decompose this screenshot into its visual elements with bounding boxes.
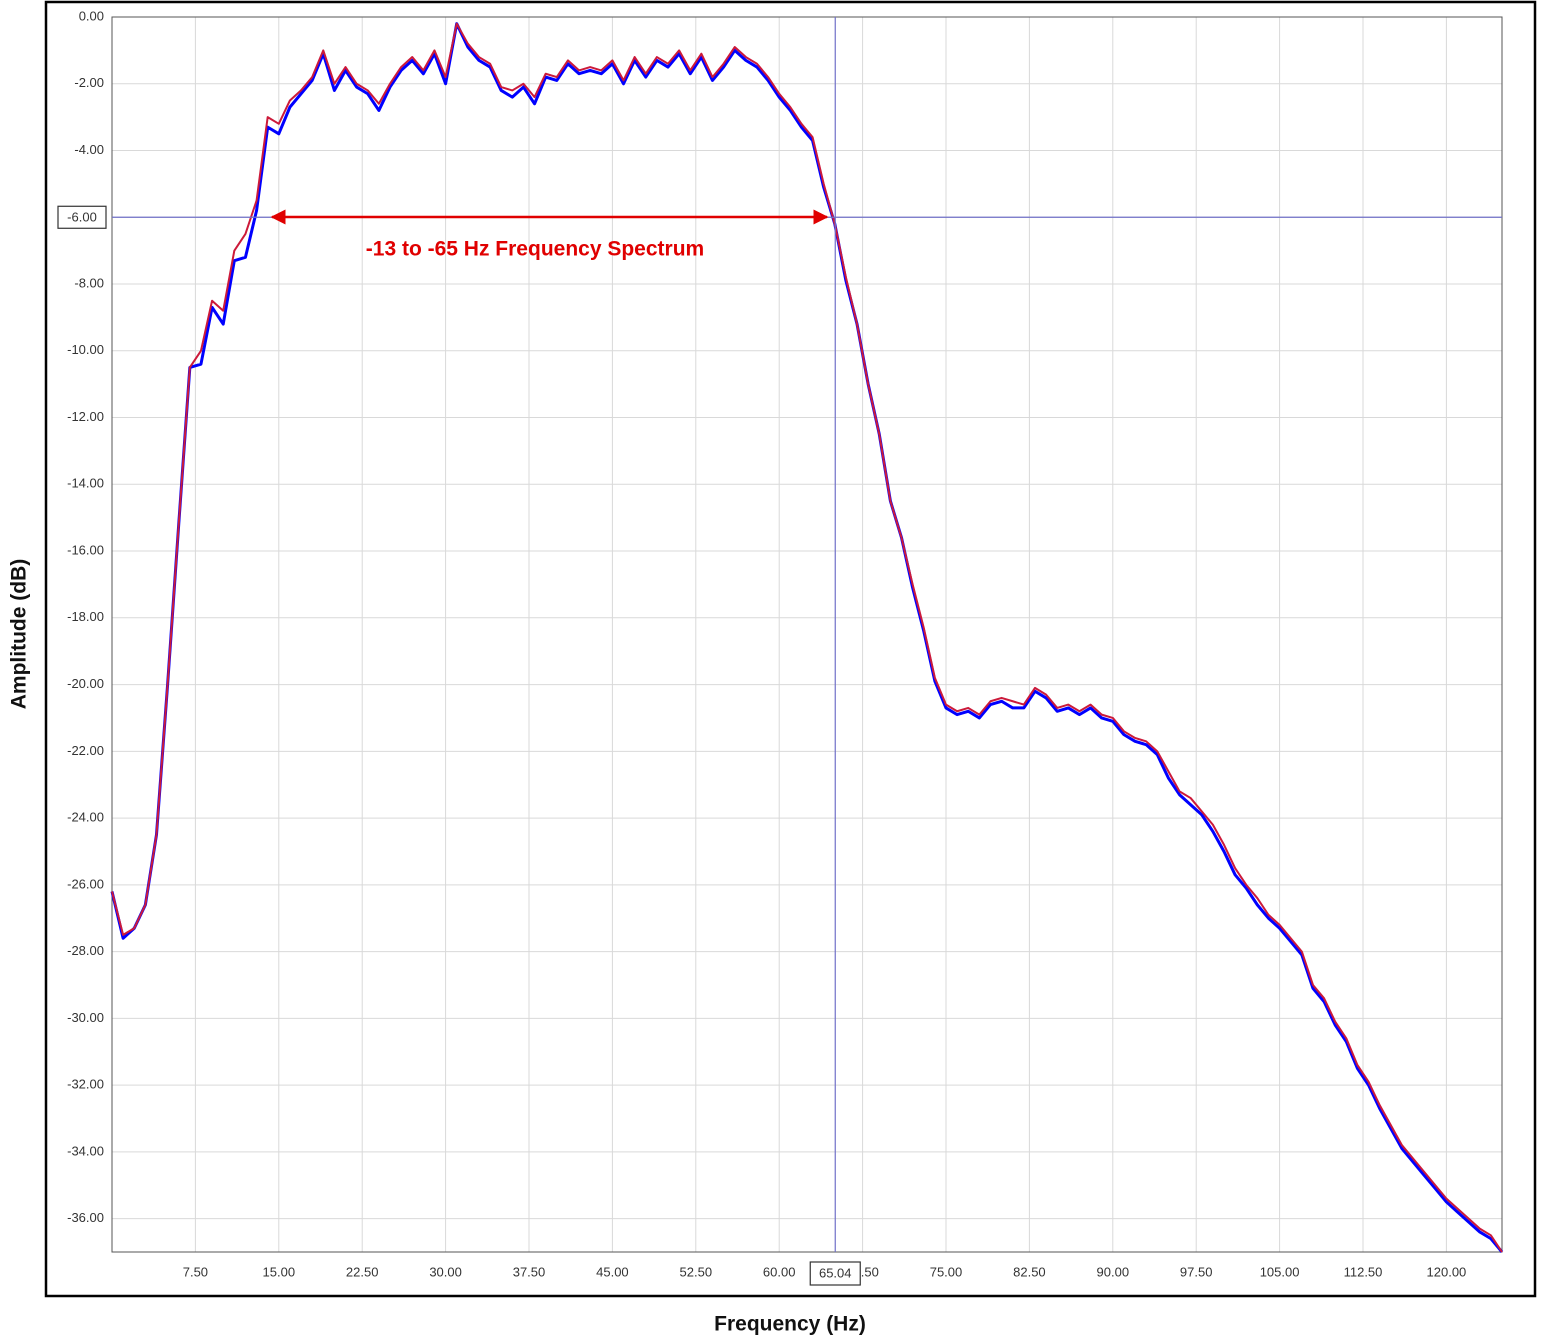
y-tick-label: -22.00 [67,743,104,758]
x-tick-label: 112.50 [1344,1264,1383,1279]
y-tick-label: -34.00 [67,1143,104,1158]
x-axis-label: Frequency (Hz) [714,1313,866,1336]
y-tick-label: -30.00 [67,1010,104,1025]
cursor-box [809,1261,861,1286]
frame [44,0,1537,1298]
x-tick-label: 45.00 [596,1264,629,1279]
y-tick-label: -12.00 [67,409,104,424]
y-tick-label: -36.00 [67,1210,104,1225]
y-tick-label: -20.00 [67,676,104,691]
x-tick-label: 105.00 [1260,1264,1300,1279]
annotation: -13 to -65 Hz Frequency Spectrum [366,238,704,261]
y-tick-label: -4.00 [74,142,104,157]
y-tick-label: -16.00 [67,542,104,557]
y-tick-label: 0.00 [79,8,104,23]
x-tick-label: 90.00 [1097,1264,1130,1279]
cursor-x-label: 65.04 [819,1265,852,1280]
x-tick-label: 75.00 [930,1264,963,1279]
y-tick-label: -2.00 [74,75,104,90]
x-tick-label: 30.00 [429,1264,462,1279]
y-tick-label: -28.00 [67,943,104,958]
x-tick-label: 60.00 [763,1264,796,1279]
y-tick-label: -32.00 [67,1077,104,1092]
y-tick-label: -10.00 [67,342,104,357]
y-tick-label: -14.00 [67,476,104,491]
x-tick-label: 52.50 [680,1264,713,1279]
series-line [111,22,1503,1253]
x-tick-label: 22.50 [346,1264,379,1279]
cursor-box [57,205,107,229]
y-tick-label: -8.00 [74,275,104,290]
x-tick-label: 97.50 [1180,1264,1213,1279]
grid [112,16,1502,1252]
x-tick-label: 37.50 [513,1264,546,1279]
x-tick-label: 7.50 [183,1264,208,1279]
y-axis-label: Amplitude (dB) [8,559,31,709]
y-tick-label: -26.00 [67,876,104,891]
lines [110,22,1504,1253]
series-line [110,22,1504,1253]
y-tick-label: -18.00 [67,609,104,624]
x-tick-label: 15.00 [263,1264,296,1279]
x-tick-label: 82.50 [1013,1264,1046,1279]
cursor-y-label: -6.00 [67,210,97,225]
y-tick-label: -24.00 [67,810,104,825]
plot-area [111,16,1503,1253]
x-tick-label: 120.00 [1427,1264,1467,1279]
